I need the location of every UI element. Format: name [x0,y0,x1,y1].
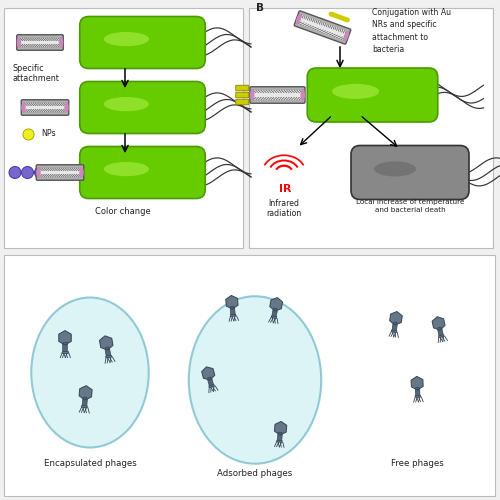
FancyBboxPatch shape [80,16,206,68]
Text: B: B [256,3,264,13]
FancyBboxPatch shape [415,388,420,396]
Ellipse shape [59,37,63,48]
Ellipse shape [104,162,149,176]
FancyBboxPatch shape [438,328,444,337]
FancyBboxPatch shape [208,378,214,387]
FancyBboxPatch shape [82,398,87,407]
FancyBboxPatch shape [392,330,397,332]
FancyBboxPatch shape [394,322,397,324]
Text: NPs: NPs [41,130,56,138]
FancyBboxPatch shape [254,90,301,100]
FancyBboxPatch shape [236,99,248,105]
Ellipse shape [21,102,26,113]
Ellipse shape [250,89,254,101]
FancyBboxPatch shape [272,309,278,318]
FancyBboxPatch shape [307,68,438,122]
FancyBboxPatch shape [351,146,469,200]
FancyBboxPatch shape [36,165,84,180]
FancyBboxPatch shape [17,35,64,50]
Text: Local increase of temperature
and bacterial death: Local increase of temperature and bacter… [356,199,464,212]
Ellipse shape [31,298,149,448]
Ellipse shape [374,162,416,176]
Text: Encapsulated phages: Encapsulated phages [44,459,136,468]
FancyBboxPatch shape [64,342,66,344]
FancyBboxPatch shape [278,432,282,434]
FancyBboxPatch shape [106,355,112,358]
FancyBboxPatch shape [106,347,109,350]
FancyBboxPatch shape [208,377,212,380]
FancyBboxPatch shape [84,397,87,400]
FancyBboxPatch shape [438,335,444,338]
FancyBboxPatch shape [438,327,442,330]
Ellipse shape [188,296,321,464]
FancyBboxPatch shape [80,82,206,134]
FancyBboxPatch shape [82,406,87,408]
FancyBboxPatch shape [274,308,277,310]
FancyBboxPatch shape [20,38,59,47]
FancyBboxPatch shape [105,348,111,357]
Text: Infrared
radiation: Infrared radiation [266,199,302,218]
Text: Conjugation with Au
NRs and specific
attachment to
bacteria: Conjugation with Au NRs and specific att… [372,8,452,54]
FancyBboxPatch shape [62,351,68,352]
Text: Specific
attachment: Specific attachment [12,64,60,84]
FancyBboxPatch shape [392,323,398,332]
FancyBboxPatch shape [416,387,419,390]
Ellipse shape [34,166,46,178]
FancyBboxPatch shape [298,15,346,40]
Ellipse shape [332,84,380,99]
FancyBboxPatch shape [4,8,243,248]
Ellipse shape [47,166,59,178]
FancyBboxPatch shape [209,384,214,388]
Ellipse shape [344,30,349,42]
Ellipse shape [300,89,305,101]
FancyBboxPatch shape [278,433,282,442]
FancyBboxPatch shape [21,100,69,116]
FancyBboxPatch shape [236,85,248,91]
FancyBboxPatch shape [62,343,68,352]
Text: Free phages: Free phages [391,459,444,468]
FancyBboxPatch shape [271,316,276,318]
Ellipse shape [17,37,21,48]
FancyBboxPatch shape [276,440,282,442]
FancyBboxPatch shape [80,146,206,199]
Ellipse shape [104,97,149,111]
FancyBboxPatch shape [294,11,351,44]
Ellipse shape [296,14,302,24]
Text: Adsorbed phages: Adsorbed phages [218,469,292,478]
Ellipse shape [36,167,41,178]
FancyBboxPatch shape [230,306,234,308]
Ellipse shape [104,32,149,46]
FancyBboxPatch shape [415,396,420,398]
Ellipse shape [22,166,34,178]
FancyBboxPatch shape [250,87,305,104]
FancyBboxPatch shape [40,168,80,177]
FancyBboxPatch shape [230,307,235,316]
Ellipse shape [9,166,21,178]
FancyBboxPatch shape [236,92,248,98]
FancyBboxPatch shape [249,8,493,248]
FancyBboxPatch shape [230,314,236,316]
Ellipse shape [79,167,84,178]
Ellipse shape [64,102,69,113]
Text: IR: IR [278,184,291,194]
FancyBboxPatch shape [25,103,65,112]
Text: Color change: Color change [94,208,150,216]
FancyBboxPatch shape [4,255,495,496]
